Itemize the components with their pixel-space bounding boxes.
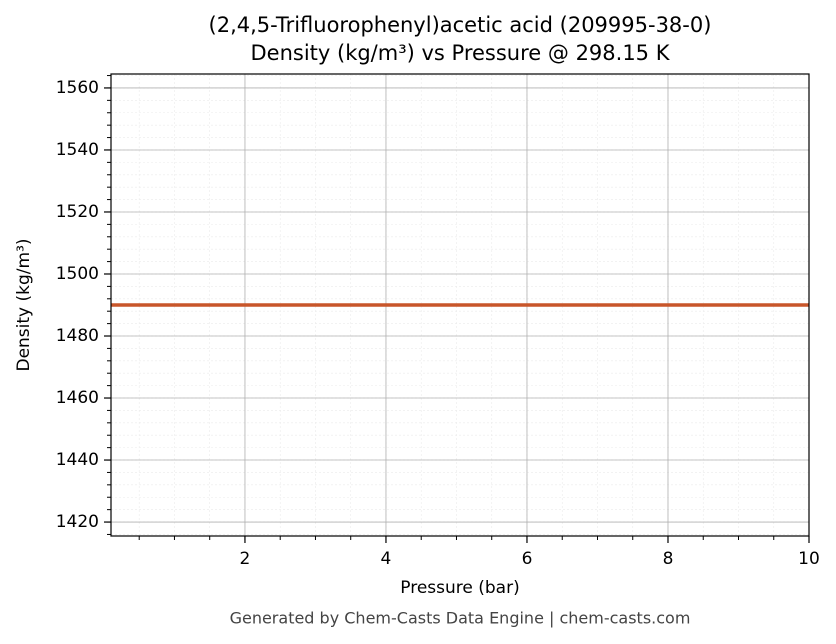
x-tick-label: 10: [798, 549, 820, 569]
x-tick-label: 6: [522, 549, 533, 569]
chart-subtitle: Density (kg/m³) vs Pressure @ 298.15 K: [250, 41, 670, 65]
x-tick-label: 4: [381, 549, 392, 569]
y-tick-label: 1480: [56, 326, 99, 346]
x-tick-label: 8: [663, 549, 674, 569]
y-tick-label: 1500: [56, 264, 99, 284]
y-tick-label: 1520: [56, 202, 99, 222]
x-axis-label: Pressure (bar): [400, 578, 519, 598]
y-axis-label: Density (kg/m³): [14, 238, 34, 371]
plot-frame: [110, 73, 810, 537]
y-tick-label: 1440: [56, 450, 99, 470]
y-tick-label: 1460: [56, 388, 99, 408]
y-tick-label: 1420: [56, 512, 99, 532]
footer: Generated by Chem-Casts Data Engine | ch…: [230, 609, 691, 628]
y-tick-label: 1540: [56, 140, 99, 160]
chart-title: (2,4,5-Trifluorophenyl)acetic acid (2099…: [209, 13, 712, 37]
x-tick-label: 2: [240, 549, 251, 569]
y-tick-label: 1560: [56, 78, 99, 98]
